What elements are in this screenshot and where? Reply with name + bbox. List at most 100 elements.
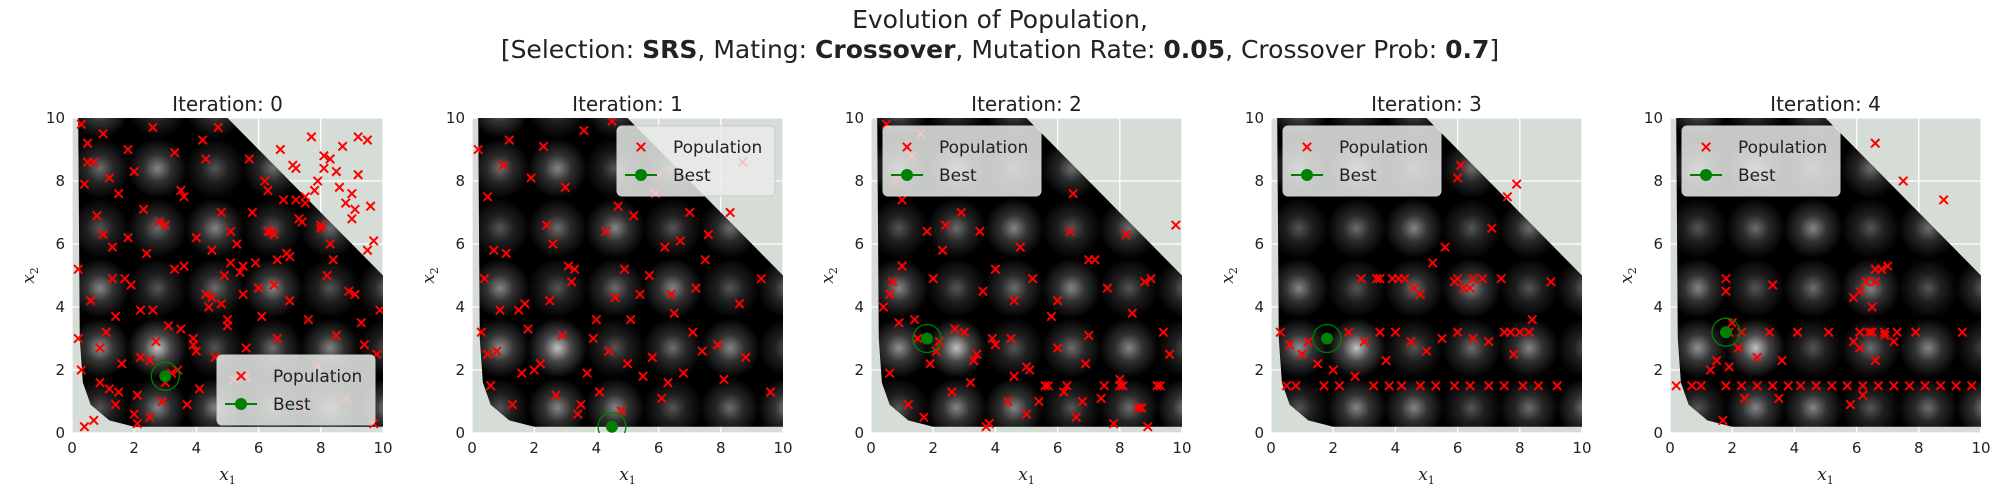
population-marker [1499,380,1510,391]
x-tick-label: 8 [716,439,726,457]
population-marker [1882,261,1893,271]
population-marker [1696,380,1707,391]
field-peak [642,377,703,427]
y-tick-label: 10 [1644,109,1663,127]
population-marker [1910,327,1921,338]
title-mutation-value: 0.05 [1163,35,1226,64]
population-marker [1374,273,1385,284]
population-marker [309,185,320,196]
population-marker [1502,191,1513,202]
y-axis-label: x2 [419,267,441,284]
population-marker [1096,393,1107,404]
population-marker [95,377,105,388]
population-marker [1052,295,1063,306]
population-marker [346,213,357,224]
population-marker [544,295,555,306]
field-peak [527,138,588,199]
population-marker [897,261,908,271]
population-marker [1870,138,1881,149]
field-peak [1156,258,1182,319]
legend-population-label: Population [273,367,362,387]
field-peak [1783,258,1844,319]
field-peak [478,198,530,259]
plot-area [1671,138,1977,426]
field-peak [127,317,188,378]
population-marker [572,409,583,420]
title-mutation-label: , Mutation Rate: [955,35,1164,64]
population-marker [287,160,298,171]
population-marker [990,264,1001,275]
y-tick-label: 2 [1254,361,1264,379]
best-ring [1312,323,1342,354]
population-marker [1343,327,1354,338]
best-ring [150,361,180,391]
population-marker [884,289,895,300]
population-marker [82,157,93,168]
field-peak [242,198,303,259]
population-marker [1368,380,1379,391]
field-peak [1725,198,1786,259]
y-tick-label: 6 [1653,235,1663,253]
subplot-title: Iteration: 3 [1371,92,1482,116]
population-marker [529,365,540,375]
field-peak [185,118,246,139]
population-marker [1452,172,1463,183]
population-marker [275,144,286,155]
best-marker [1320,332,1333,345]
x-tick-label: 6 [1453,439,1463,457]
field-peak [1277,198,1329,259]
field-peak [1384,317,1445,378]
population-marker [1043,380,1054,391]
title-selection-value: SRS [642,35,698,64]
population-marker [1384,380,1395,391]
population-marker [98,229,109,240]
population-marker [551,390,561,401]
population-marker [362,245,373,256]
field-peak [185,138,246,199]
population-marker [491,346,502,357]
y-tick-label: 10 [46,109,65,127]
population-marker [356,317,367,328]
population-marker [1164,349,1175,360]
population-marker [1773,393,1784,404]
population-marker [319,150,329,161]
population-marker [76,119,87,130]
y-tick-label: 4 [854,298,864,316]
field-peak [877,258,929,319]
population-marker [85,295,96,306]
population-marker [622,358,633,369]
population-marker [482,349,493,360]
population-marker [1281,380,1292,391]
field-peak [1326,258,1387,319]
population-marker [343,286,354,297]
subplot-title: Iteration: 1 [572,92,683,116]
population-marker [123,144,133,155]
population-marker [1854,286,1865,297]
population-marker [476,327,487,338]
population-marker [1889,336,1899,347]
population-marker [1421,346,1432,357]
population-marker [526,172,536,183]
population-marker [104,383,115,394]
field-peak [1840,198,1901,259]
x-tick-label: 6 [654,439,664,457]
x-tick-label: 4 [592,439,602,457]
population-marker [1854,327,1865,338]
population-marker [175,185,186,196]
population-marker [1767,380,1778,391]
population-marker [188,339,199,350]
population-marker [200,154,211,164]
field-peak [1556,377,1582,427]
population-marker [1966,380,1977,391]
legend-population-label: Population [673,138,762,158]
population-marker [987,333,998,344]
population-marker [1455,160,1466,171]
population-marker [725,207,736,218]
field-peak [1725,258,1786,319]
field-peak [78,138,130,199]
population-marker [272,333,283,344]
population-marker [76,365,87,375]
population-marker [350,289,360,300]
population-marker [887,276,898,287]
population-marker [934,336,945,347]
